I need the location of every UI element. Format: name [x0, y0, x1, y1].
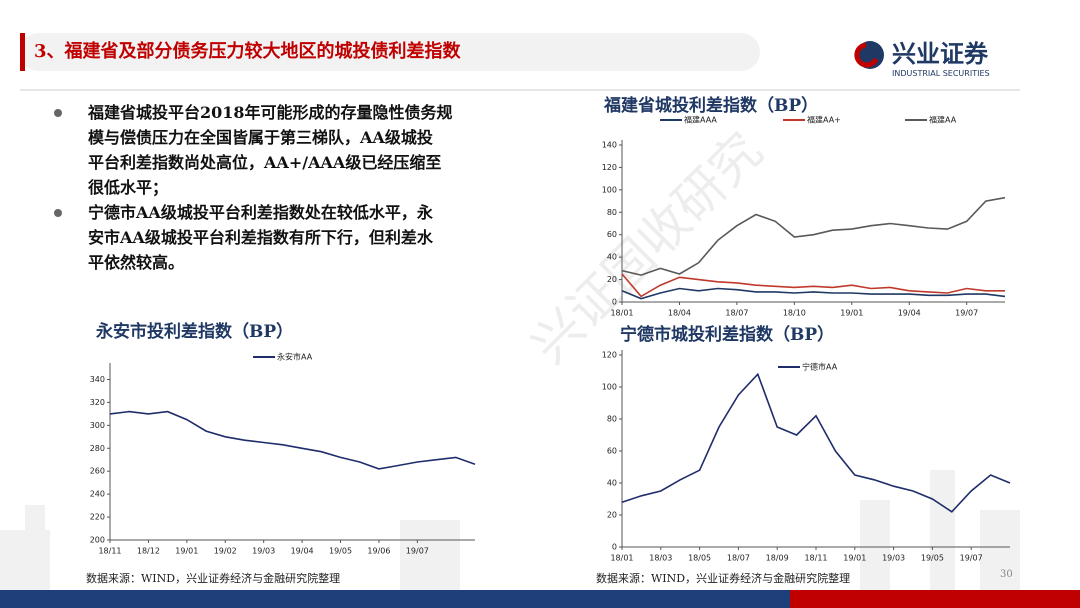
x-tick-label: 19/02 [214, 547, 237, 556]
y-tick-label: 140 [602, 141, 617, 150]
bullet-line: 模与偿债压力在全国皆属于第三梯队，AA级城投 [88, 128, 433, 147]
x-tick-label: 18/10 [783, 309, 806, 318]
y-tick-label: 300 [90, 421, 105, 430]
legend-label: 宁德市AA [802, 362, 838, 372]
x-tick-label: 18/01 [610, 554, 633, 563]
legend-label: 福建AA [929, 115, 957, 125]
logo-swoosh [854, 42, 879, 68]
bullet-line: 安市AA级城投平台利差指数有所下行，但利差水 [88, 228, 434, 247]
source: 数据来源：WIND，兴业证券经济与金融研究院整理 [596, 571, 850, 585]
logo-text: 兴业证券 [892, 39, 989, 68]
y-tick-label: 40 [607, 253, 617, 262]
bullet-line: 福建省城投平台2018年可能形成的存量隐性债务规 [87, 103, 453, 122]
x-tick-label: 19/01 [175, 547, 198, 556]
x-tick-label: 18/11 [804, 554, 827, 563]
y-tick-label: 20 [607, 511, 617, 520]
source: 数据来源：WIND，兴业证券经济与金融研究院整理 [86, 571, 340, 585]
x-tick-label: 18/04 [668, 309, 691, 318]
x-tick-label: 19/07 [960, 554, 983, 563]
x-tick-label: 18/11 [98, 547, 121, 556]
bullet-dot [54, 209, 62, 217]
y-tick-label: 260 [90, 467, 105, 476]
x-tick-label: 19/04 [898, 309, 921, 318]
page-number: 30 [1000, 569, 1013, 580]
bullet-line: 平依然较高。 [88, 253, 184, 272]
x-tick-label: 18/07 [725, 309, 748, 318]
x-tick-label: 18/01 [610, 309, 633, 318]
bullet-line: 宁德市AA级城投平台利差指数处在较低水平，永 [88, 203, 433, 222]
series-line [621, 196, 1006, 276]
x-tick-label: 19/07 [955, 309, 978, 318]
x-tick-label: 19/05 [921, 554, 944, 563]
series-line [109, 410, 476, 470]
y-tick-label: 80 [607, 208, 617, 217]
footer-bar-red [790, 590, 1080, 608]
chart-title: 永安市投利差指数（BP） [95, 321, 293, 342]
y-tick-label: 0 [612, 543, 617, 552]
x-tick-label: 18/03 [649, 554, 672, 563]
bullet-line: 平台利差指数尚处高位，AA+/AAA级已经压缩至 [88, 153, 441, 172]
slide-title: 3、福建省及部分债务压力较大地区的城投债利差指数 [34, 40, 462, 62]
logo-sub: INDUSTRIAL SECURITIES [892, 69, 990, 78]
series-line [621, 372, 1011, 513]
series-line [621, 273, 1005, 298]
x-tick-label: 19/03 [252, 547, 275, 556]
y-tick-label: 20 [607, 275, 617, 284]
x-tick-label: 19/05 [329, 547, 352, 556]
y-tick-label: 280 [90, 444, 105, 453]
y-tick-label: 40 [607, 479, 617, 488]
x-tick-label: 18/07 [727, 554, 750, 563]
y-tick-label: 120 [602, 163, 617, 172]
y-tick-label: 100 [602, 383, 617, 392]
series-line [621, 287, 1006, 300]
bullet-dot [54, 109, 62, 117]
x-tick-label: 19/01 [843, 554, 866, 563]
y-tick-label: 120 [602, 351, 617, 360]
y-tick-label: 240 [90, 490, 105, 499]
bullet-line: 很低水平； [88, 178, 168, 197]
title-accent [20, 33, 25, 71]
chart-title: 宁德市城投利差指数（BP） [620, 324, 834, 345]
y-tick-label: 200 [90, 536, 105, 545]
x-tick-label: 19/04 [291, 547, 314, 556]
x-tick-label: 19/06 [367, 547, 390, 556]
chart-title: 福建省城投利差指数（BP） [603, 95, 818, 116]
x-tick-label: 18/09 [766, 554, 789, 563]
y-tick-label: 80 [607, 415, 617, 424]
y-tick-label: 60 [607, 230, 617, 239]
y-tick-label: 340 [90, 375, 105, 384]
x-tick-label: 18/12 [137, 547, 160, 556]
x-tick-label: 19/01 [840, 309, 863, 318]
legend-label: 福建AA+ [807, 115, 841, 125]
y-tick-label: 320 [90, 398, 105, 407]
skyline [0, 470, 1020, 590]
title-bar [20, 33, 760, 71]
legend-label: 永安市AA [277, 352, 313, 362]
y-tick-label: 60 [607, 447, 617, 456]
x-tick-label: 19/03 [882, 554, 905, 563]
y-tick-label: 220 [90, 513, 105, 522]
y-tick-label: 0 [612, 298, 617, 307]
footer-bar [0, 590, 790, 608]
legend-label: 福建AAA [684, 115, 717, 125]
x-tick-label: 19/07 [406, 547, 429, 556]
y-tick-label: 100 [602, 185, 617, 194]
x-tick-label: 18/05 [688, 554, 711, 563]
